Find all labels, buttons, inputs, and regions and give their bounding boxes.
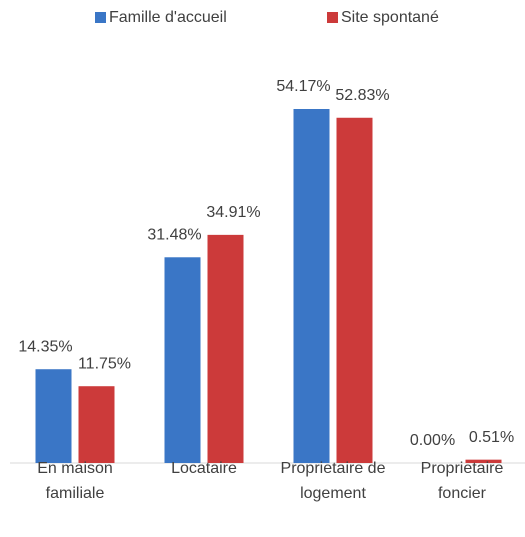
data-label: 54.17% xyxy=(276,78,330,95)
legend-swatch xyxy=(327,12,338,23)
bar xyxy=(207,234,244,463)
bar xyxy=(465,459,502,463)
bar xyxy=(293,109,330,463)
bar xyxy=(35,369,72,463)
data-label: 11.75% xyxy=(78,355,131,372)
data-label: 0.00% xyxy=(410,432,455,449)
x-tick-label: Proprietaire de logement xyxy=(280,460,386,502)
bar xyxy=(164,257,201,463)
data-label: 31.48% xyxy=(147,226,201,243)
x-tick-label: Proprietaire foncier xyxy=(420,460,504,502)
x-tick-label: Locataire xyxy=(171,460,237,477)
data-label: 14.35% xyxy=(18,338,72,355)
legend-label: Site spontané xyxy=(341,9,439,26)
data-label: 52.83% xyxy=(335,87,389,104)
bar xyxy=(78,386,115,463)
legend-label: Famille d'accueil xyxy=(109,9,227,26)
bar xyxy=(336,117,373,464)
x-tick-label: En maison familiale xyxy=(37,460,113,502)
data-label: 0.51% xyxy=(469,429,514,446)
legend-swatch xyxy=(95,12,106,23)
data-label: 34.91% xyxy=(206,204,260,221)
